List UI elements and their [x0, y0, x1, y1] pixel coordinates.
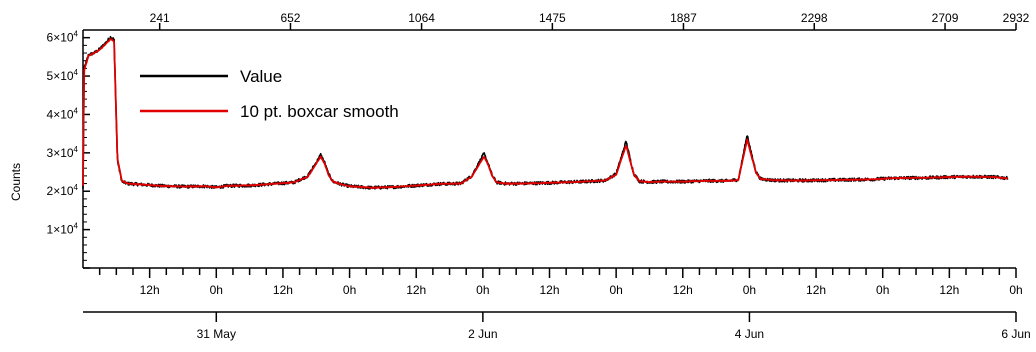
- series-line-smooth: [82, 38, 1009, 190]
- hour-tick-label: 0h: [609, 283, 622, 297]
- top-axis: 241 652 1064 1475 1887 2298 2709 2932: [83, 11, 1030, 31]
- top-tick-label: 1064: [408, 11, 435, 25]
- legend-label-value: Value: [240, 67, 282, 86]
- top-tick-label: 652: [280, 11, 300, 25]
- bottom-date-axis: 31 May 2 Jun 4 Jun 6 Jun: [83, 311, 1031, 341]
- hour-tick-label: 0h: [876, 283, 889, 297]
- date-tick-label: 6 Jun: [1001, 327, 1030, 341]
- hour-tick-label: 0h: [743, 283, 756, 297]
- hour-tick-label: 12h: [273, 283, 293, 297]
- top-tick-label: 2932: [1003, 11, 1030, 25]
- hour-tick-label: 12h: [140, 283, 160, 297]
- y-tick-label: 2×104: [47, 183, 79, 198]
- y-axis-title: Counts: [9, 163, 23, 201]
- series-layer: [82, 35, 1009, 190]
- y-tick-label: 5×104: [47, 68, 79, 83]
- top-tick-label: 2298: [801, 11, 828, 25]
- y-tick-label: 4×104: [47, 106, 79, 121]
- hour-tick-label: 12h: [406, 283, 426, 297]
- y-tick-label: 6×104: [47, 30, 79, 45]
- hour-tick-label: 12h: [673, 283, 693, 297]
- top-tick-label: 1475: [539, 11, 566, 25]
- top-tick-label: 1887: [670, 11, 697, 25]
- left-axis: 1×104 2×104 3×104 4×104 5×104 6×104: [47, 29, 90, 269]
- hour-tick-label: 12h: [539, 283, 559, 297]
- top-tick-label: 2709: [932, 11, 959, 25]
- date-tick-label: 31 May: [197, 327, 236, 341]
- hour-tick-label: 0h: [1009, 283, 1022, 297]
- y-tick-label: 3×104: [47, 145, 79, 160]
- series-line-value: [82, 35, 1009, 190]
- date-tick-label: 4 Jun: [735, 327, 764, 341]
- hour-tick-label: 0h: [210, 283, 223, 297]
- hour-tick-label: 12h: [806, 283, 826, 297]
- hour-tick-label: 0h: [476, 283, 489, 297]
- legend: Value 10 pt. boxcar smooth: [140, 67, 399, 121]
- bottom-hour-axis: 12h 0h 12h 0h 12h 0h 12h 0h 12h 0h 12h 0h 12h 0h: [83, 267, 1023, 297]
- hour-tick-label: 0h: [343, 283, 356, 297]
- top-tick-label: 241: [150, 11, 170, 25]
- date-tick-label: 2 Jun: [468, 327, 497, 341]
- hour-tick-label: 12h: [939, 283, 959, 297]
- y-tick-label: 1×104: [47, 222, 79, 237]
- legend-label-smooth: 10 pt. boxcar smooth: [240, 102, 399, 121]
